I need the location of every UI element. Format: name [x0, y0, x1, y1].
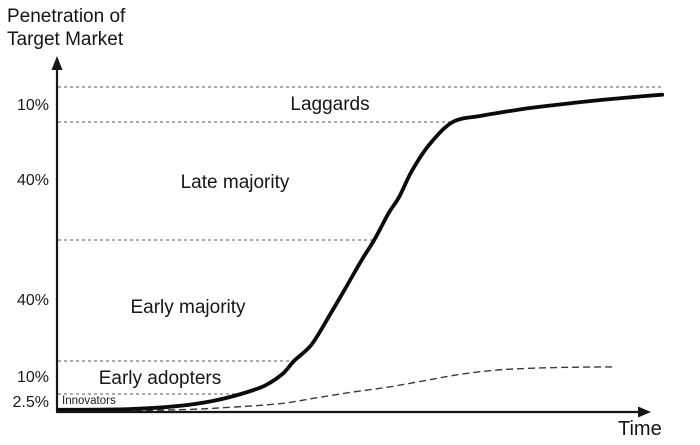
segment-label-laggards: Laggards — [290, 94, 370, 115]
y-axis-title-line2: Target Market — [7, 29, 124, 50]
x-axis — [56, 406, 651, 418]
y-axis-label-early-majority-share: 40% — [16, 292, 49, 309]
segment-label-early-majority: Early majority — [130, 297, 246, 318]
segment-label-innovators: Innovators — [62, 395, 116, 407]
y-axis-label-laggards-share: 10% — [16, 97, 49, 114]
y-axis-label-innovators-share: 2.5% — [12, 394, 49, 411]
segment-boundary-lines — [58, 86, 661, 395]
y-axis-label-late-majority-share: 40% — [16, 172, 49, 189]
x-axis-title: Time — [618, 418, 662, 440]
y-axis-title-line1: Penetration of — [7, 6, 126, 27]
y-axis-title: Penetration of Target Market — [7, 5, 125, 51]
y-axis-arrow-icon — [51, 56, 63, 70]
y-axis-label-early-adopters-share: 10% — [16, 369, 49, 386]
adoption-s-curve — [56, 92, 665, 412]
secondary-adoption-curve — [57, 366, 613, 412]
x-axis-arrow-icon — [638, 406, 651, 418]
segment-label-late-majority: Late majority — [180, 172, 290, 193]
segment-label-early-adopters: Early adopters — [98, 368, 222, 389]
y-axis — [51, 56, 63, 412]
